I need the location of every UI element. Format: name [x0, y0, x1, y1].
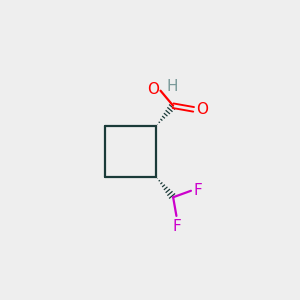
Text: H: H [167, 79, 178, 94]
Text: F: F [194, 183, 203, 198]
Text: O: O [147, 82, 159, 97]
Text: O: O [196, 102, 208, 117]
Text: F: F [172, 219, 181, 234]
